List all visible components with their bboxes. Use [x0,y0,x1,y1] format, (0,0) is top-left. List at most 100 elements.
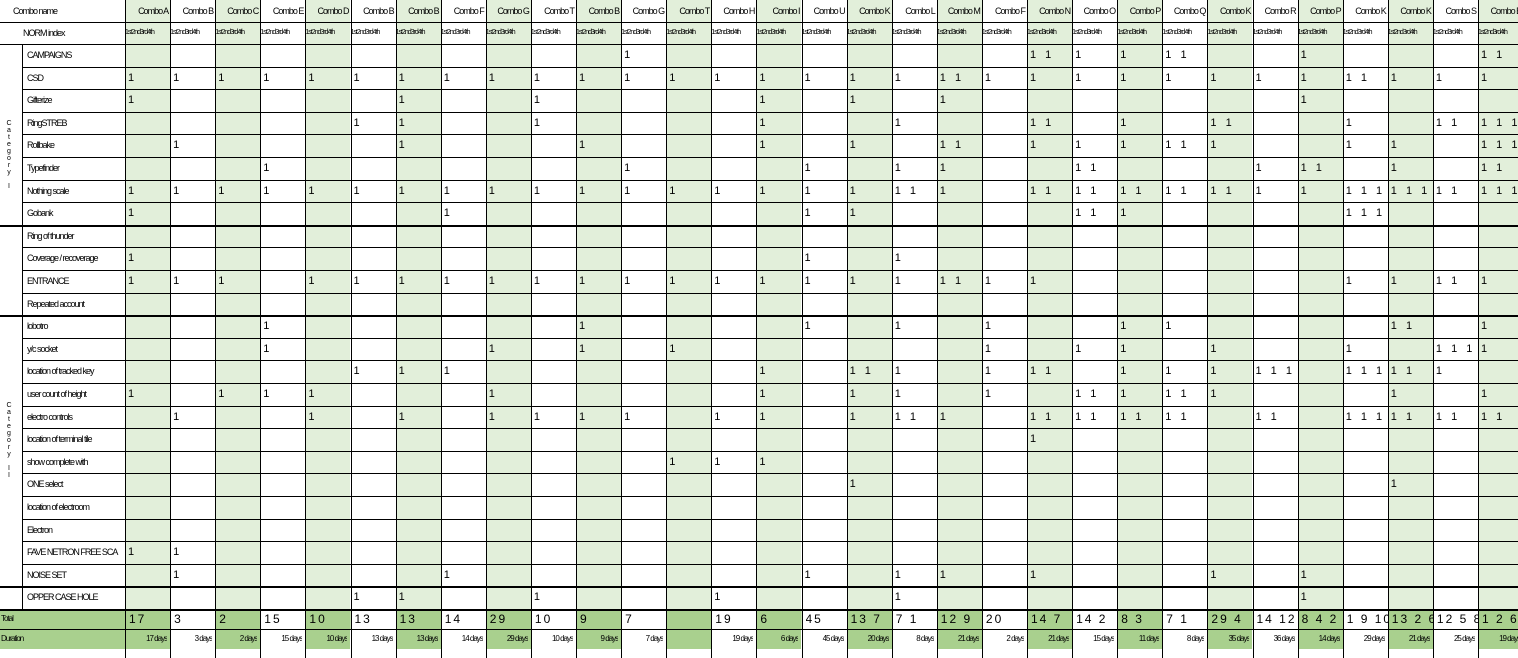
cell-value[interactable]: 1 [1345,139,1355,152]
cell-value[interactable]: 1 [1390,139,1400,152]
column-header[interactable]: Combo B [588,6,621,16]
cell-value[interactable]: 1 [714,410,724,423]
cell-value[interactable]: 1 [308,388,318,400]
cell-value[interactable]: 1 [398,139,408,152]
cell-value[interactable]: 1 [533,410,544,423]
cell-value[interactable]: 1 1 [1165,49,1190,61]
cell-value[interactable]: 1 [398,116,408,129]
cell-value[interactable]: 1 [1210,365,1220,378]
column-header[interactable]: Combo Q [1173,6,1207,16]
column-header[interactable]: Combo R [1264,6,1297,16]
cell-value[interactable]: 1 1 [1075,184,1100,197]
cell-value[interactable]: 1 [669,455,679,468]
cell-value[interactable]: 1 [1390,71,1400,84]
cell-value[interactable]: 1 1 1 [1435,342,1476,355]
cell-value[interactable]: 1 [533,71,544,84]
cell-value[interactable]: 1 [263,184,273,197]
cell-value[interactable]: 1 [579,410,589,423]
cell-value[interactable]: 1 1 [1435,116,1461,129]
column-header[interactable]: Combo B [182,6,215,16]
cell-value[interactable]: 1 [488,410,498,423]
cell-value[interactable]: 1 [894,591,904,604]
cell-value[interactable]: 1 1 [939,275,965,287]
cell-value[interactable]: 1 [443,568,453,581]
cell-value[interactable]: 1 [398,591,408,604]
cell-value[interactable]: 1 1 [1210,116,1235,129]
cell-value[interactable]: 1 [443,184,453,197]
cell-value[interactable]: 1 [669,342,679,355]
cell-value[interactable]: 1 [263,388,273,400]
cell-value[interactable]: 1 [1210,139,1220,152]
cell-value[interactable]: 1 1 1 [1255,365,1295,378]
cell-value[interactable]: 1 [759,455,769,468]
cell-value[interactable]: 1 [353,116,363,129]
cell-value[interactable]: 1 [173,184,183,197]
cell-value[interactable]: 1 [173,546,183,559]
cell-value[interactable]: 1 [759,388,769,400]
column-header[interactable]: Combo E [272,6,305,16]
cell-value[interactable]: 1 1 [939,139,965,152]
column-header[interactable]: Combo T [544,6,575,16]
cell-value[interactable]: 1 [849,478,859,491]
cell-value[interactable]: 1 [804,252,814,265]
cell-value[interactable]: 1 [984,275,995,287]
cell-value[interactable]: 1 [1030,568,1040,581]
cell-value[interactable]: 1 [894,365,904,378]
cell-value[interactable]: 1 [849,388,859,400]
cell-value[interactable]: 1 [488,71,498,84]
cell-value[interactable]: 1 [1255,162,1265,174]
column-header[interactable]: Combo L [905,6,936,16]
cell-value[interactable]: 1 [308,275,318,287]
cell-value[interactable]: 1 [1390,162,1400,174]
cell-value[interactable]: 1 [1120,207,1130,220]
cell-value[interactable]: 1 1 1 [1345,365,1386,378]
cell-value[interactable]: 1 1 [1390,410,1416,423]
cell-value[interactable]: 1 [128,184,138,197]
column-header[interactable]: Combo B [1490,6,1518,16]
cell-value[interactable]: 1 [939,568,949,581]
cell-value[interactable]: 1 [353,184,363,197]
cell-value[interactable]: 1 [1481,71,1491,84]
cell-value[interactable]: 1 [804,275,814,287]
cell-value[interactable]: 1 [533,116,544,129]
cell-value[interactable]: 1 [1481,320,1491,333]
cell-value[interactable]: 1 [984,320,995,333]
cell-value[interactable]: 1 1 [1120,184,1145,197]
cell-value[interactable]: 1 1 [894,184,919,197]
cell-value[interactable]: 1 [353,71,363,84]
cell-value[interactable]: 1 [1300,71,1310,84]
cell-value[interactable]: 1 [128,71,138,84]
cell-value[interactable]: 1 [849,139,859,152]
column-header[interactable]: Combo B [363,6,395,16]
cell-value[interactable]: 1 [804,184,814,197]
cell-value[interactable]: 1 [1481,342,1491,355]
cell-value[interactable]: 1 [759,139,769,152]
cell-value[interactable]: 1 [1210,342,1220,355]
cell-value[interactable]: 1 [804,207,814,220]
cell-value[interactable]: 1 [398,275,408,287]
cell-value[interactable]: 1 [624,162,634,174]
cell-value[interactable]: 1 [579,184,589,197]
cell-value[interactable]: 1 [1120,71,1130,84]
cell-value[interactable]: 1 [804,568,814,581]
cell-value[interactable]: 1 [624,410,634,423]
column-header[interactable]: Combo A [138,6,169,16]
cell-value[interactable]: 1 1 [1120,410,1145,423]
cell-value[interactable]: 1 [488,342,498,355]
cell-value[interactable]: 1 [533,275,544,287]
column-header[interactable]: Combo H [723,6,755,16]
cell-value[interactable]: 1 [894,162,904,174]
cell-value[interactable]: 1 1 [1345,71,1370,84]
cell-value[interactable]: 1 [1120,116,1130,129]
cell-value[interactable]: 1 1 [1165,184,1190,197]
cell-value[interactable]: 1 [218,388,228,400]
cell-value[interactable]: 1 [1120,49,1130,61]
cell-value[interactable]: 1 [984,342,995,355]
cell-value[interactable]: 1 [128,94,138,107]
cell-value[interactable]: 1 [1120,388,1130,400]
cell-value[interactable]: 1 1 [894,410,919,423]
cell-value[interactable]: 1 [804,162,814,174]
cell-value[interactable]: 1 1 [1481,162,1506,174]
cell-value[interactable]: 1 [849,94,859,107]
cell-value[interactable]: 1 [804,320,814,333]
